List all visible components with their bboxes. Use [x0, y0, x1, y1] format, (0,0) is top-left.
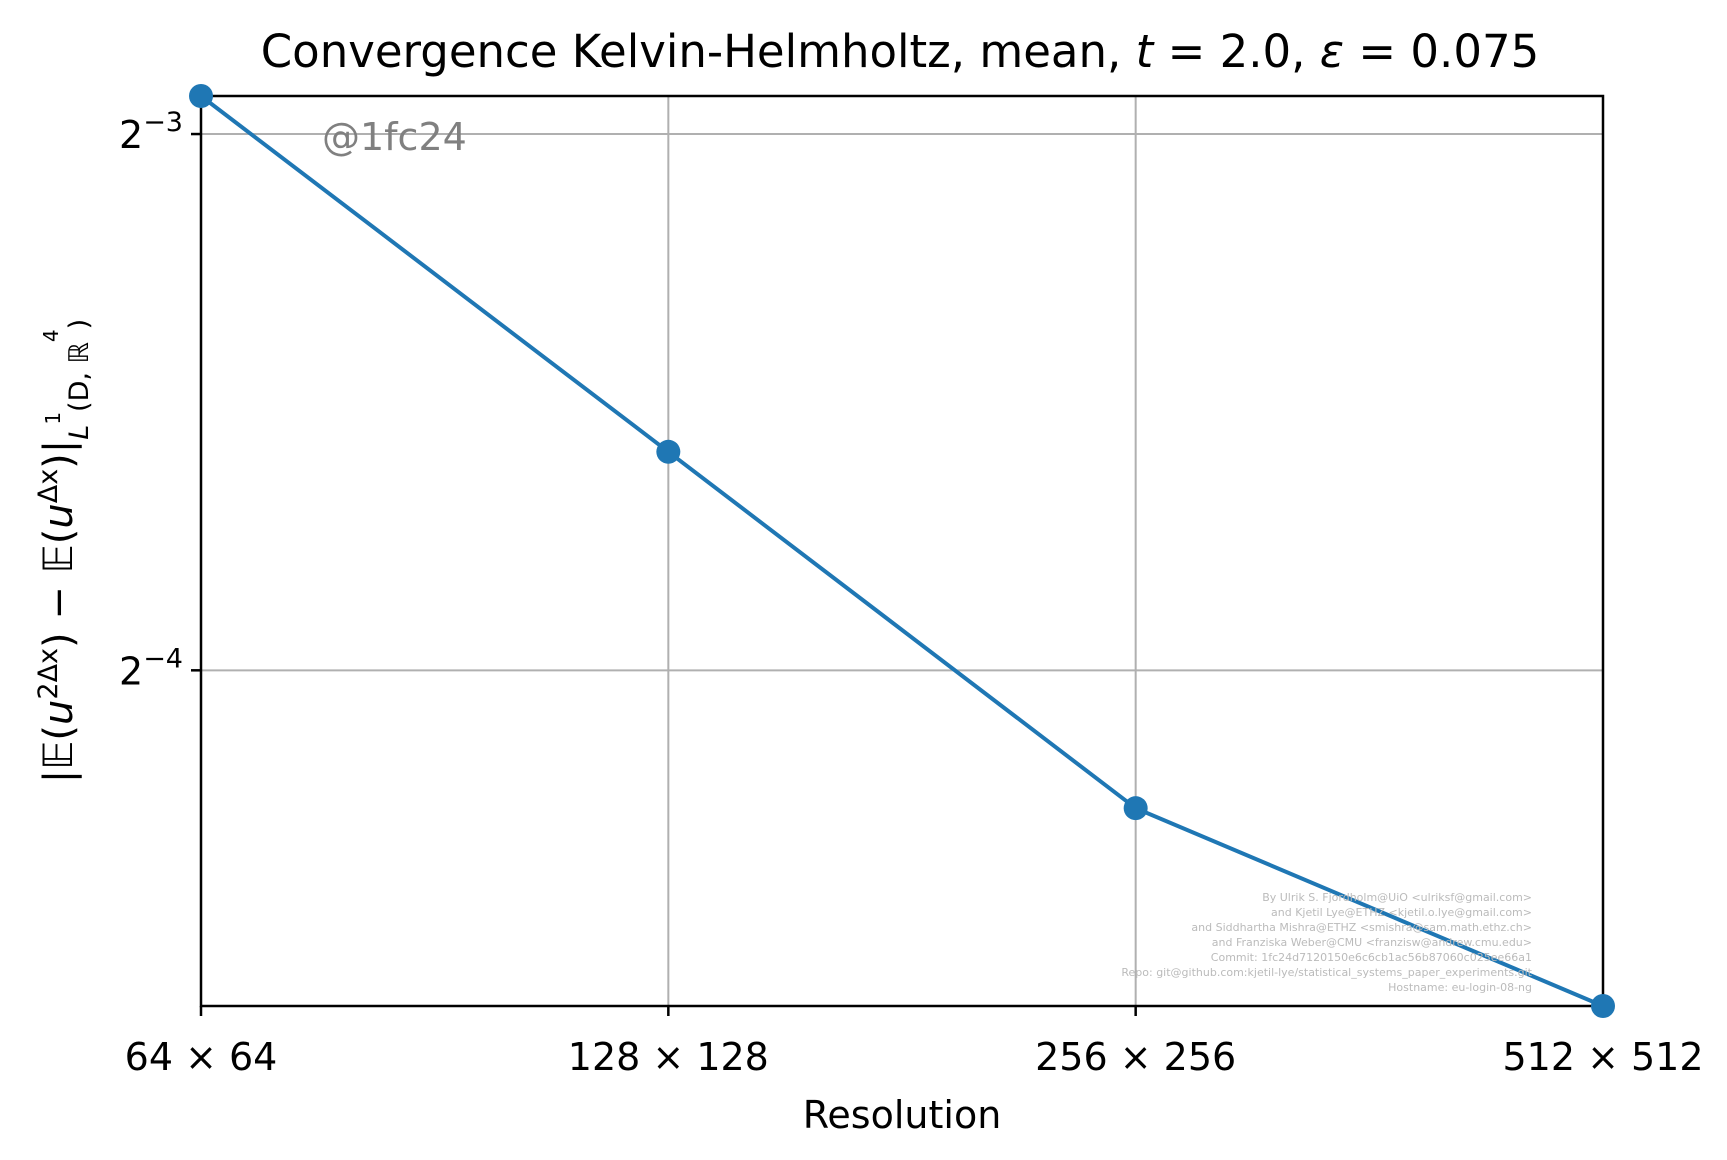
- axis-ticks: 64 × 64 128 × 128 256 × 256 512 × 512 2−3 2−4: [119, 107, 1704, 1079]
- x-axis-label: Resolution: [803, 1093, 1002, 1137]
- y-tick-label: 2−4: [119, 643, 183, 693]
- grid-lines: [200, 96, 1604, 1006]
- x-tick-label: 256 × 256: [1035, 1035, 1236, 1079]
- x-tick-label: 512 × 512: [1502, 1035, 1703, 1079]
- chart-title: Convergence Kelvin-Helmholtz, mean, t = …: [261, 25, 1540, 78]
- data-series: [189, 84, 1615, 1018]
- credit-line: and Franziska Weber@CMU <franzisw@andrew…: [1212, 936, 1532, 949]
- credit-line: and Kjetil Lye@ETHZ <kjetil.o.lye@gmail.…: [1271, 906, 1532, 919]
- y-axis-label: |𝔼(u2Δx) − 𝔼(uΔx)|L1(D, ℝ4): [33, 319, 95, 783]
- credit-line: By Ulrik S. Fjordholm@UiO <ulriksf@gmail…: [1262, 891, 1532, 904]
- data-point: [1123, 796, 1148, 821]
- series-line: [199, 94, 1604, 1008]
- plot-frame: [199, 94, 1605, 1008]
- y-tick-label: 2−3: [119, 107, 183, 157]
- credit-line: and Siddhartha Mishra@ETHZ <smishra@sam.…: [1191, 921, 1532, 934]
- chart-annotation: @1fc24: [322, 115, 467, 159]
- credit-line: Hostname: eu-login-08-ng: [1388, 981, 1532, 994]
- credit-line: Commit: 1fc24d7120150e6c6cb1ac56b87060c0…: [1211, 951, 1532, 964]
- x-tick-label: 128 × 128: [568, 1035, 769, 1079]
- data-point: [656, 439, 681, 464]
- credits-block: By Ulrik S. Fjordholm@UiO <ulriksf@gmail…: [1121, 891, 1532, 994]
- data-point: [189, 84, 213, 108]
- data-point: [1591, 994, 1615, 1018]
- x-tick-label: 64 × 64: [125, 1035, 278, 1079]
- credit-line: Repo: git@github.com:kjetil-lye/statisti…: [1121, 966, 1532, 979]
